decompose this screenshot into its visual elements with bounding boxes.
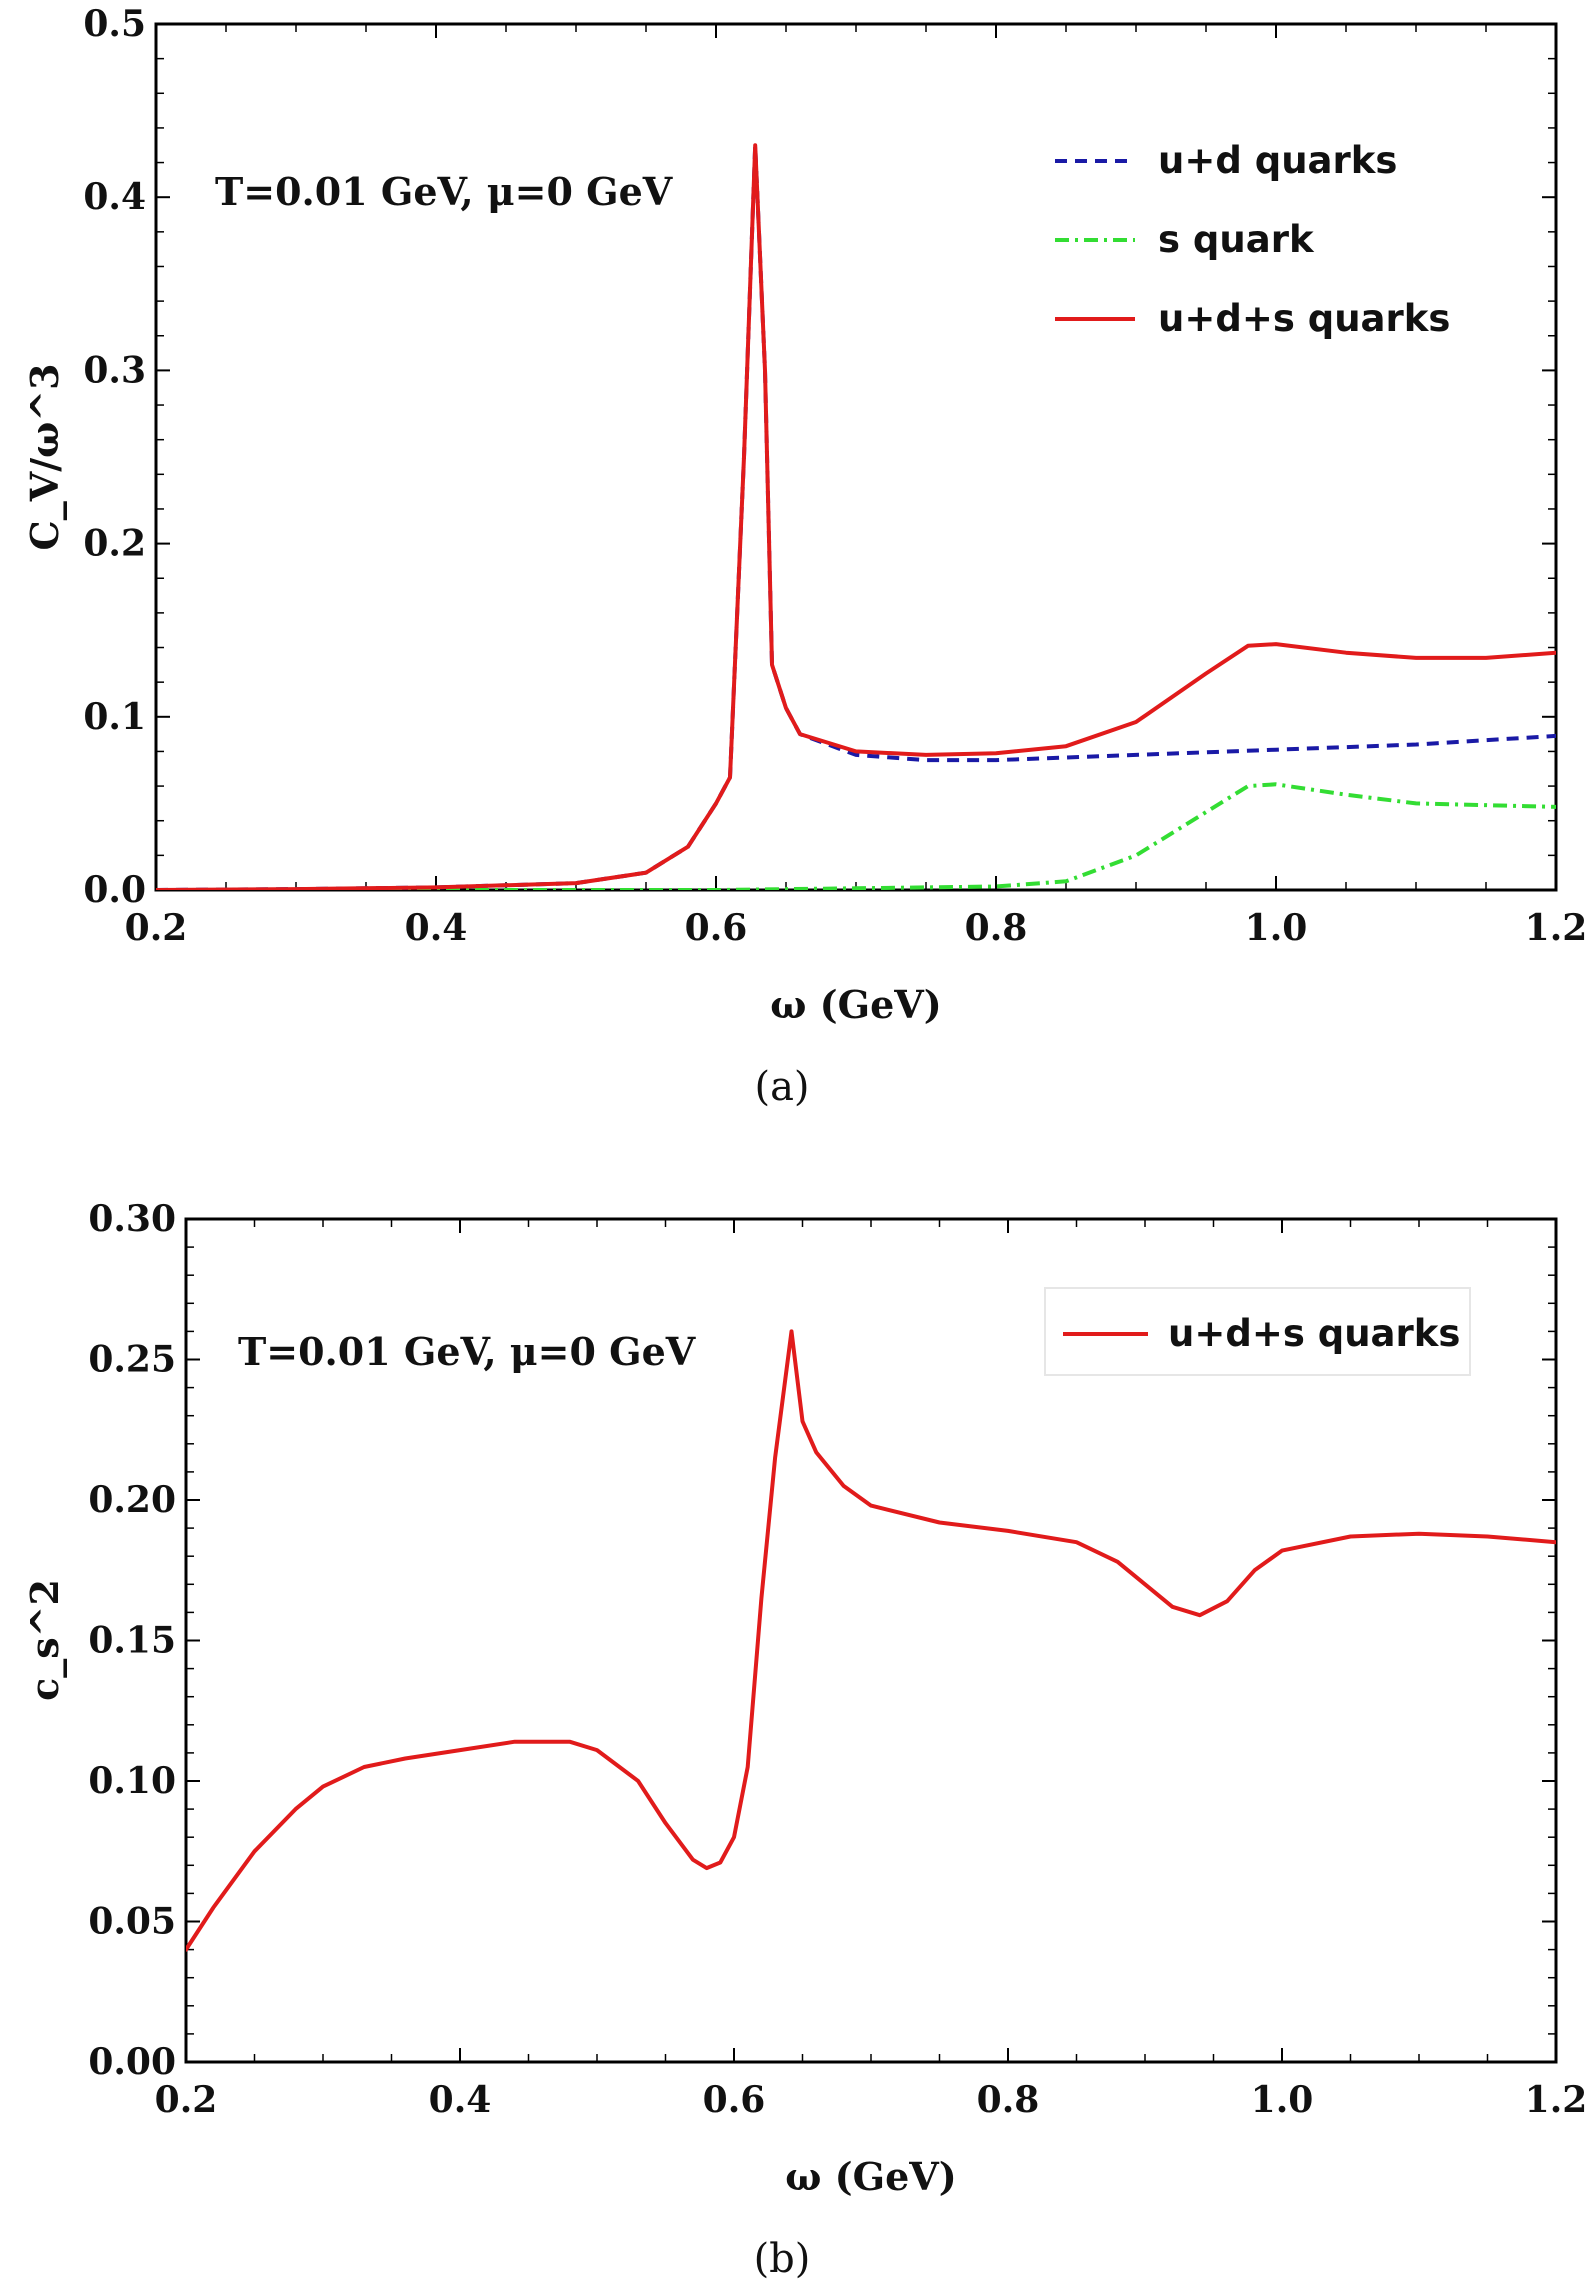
series-group-b [186, 1329, 1556, 1952]
x-tick-label: 0.2 [155, 2079, 218, 2121]
legend-box-b [1044, 1287, 1471, 1376]
chart-panel-a: 0.2 0.4 0.6 0.8 1.0 1.2 0.0 0.1 0.2 0.3 0.4 0.5 T=0… [22, 3, 1587, 1110]
y-tick-label: 0.3 [83, 349, 146, 391]
y-tick-label: 0.0 [83, 869, 146, 911]
x-tick-label: 0.8 [977, 2079, 1040, 2121]
panel-label-a: (a) [754, 1064, 809, 1110]
annotation-b: T=0.01 GeV, μ=0 GeV [238, 1329, 697, 1374]
x-tick-label: 1.0 [1251, 2079, 1314, 2121]
x-tick-label: 0.8 [965, 907, 1028, 949]
legend-label-b-uds: u+d+s quarks [1168, 1312, 1460, 1355]
y-tick-label: 0.2 [83, 523, 146, 565]
x-axis-title-b: ω (GeV) [785, 2154, 956, 2199]
series-line-a-u-d-s-quarks [156, 143, 1556, 890]
series-line-b-u-d-s-quarks [186, 1329, 1556, 1952]
chart-panel-b: 0.2 0.4 0.6 0.8 1.0 1.2 0.00 0.05 0.10 0.15 0.20 0.… [22, 1198, 1587, 2282]
legend-a: u+d quarks s quark u+d+s quarks [1055, 139, 1450, 340]
y-tick-label: 0.05 [88, 1901, 176, 1943]
y-tick-label: 0.25 [88, 1339, 176, 1381]
legend-label-ud: u+d quarks [1158, 139, 1397, 182]
legend-label-uds: u+d+s quarks [1158, 297, 1450, 340]
x-tick-label: 0.4 [405, 907, 468, 949]
x-tick-label: 1.2 [1525, 907, 1588, 949]
x-tick-label: 0.4 [429, 2079, 492, 2121]
axis-ticks-a: 0.2 0.4 0.6 0.8 1.0 1.2 0.0 0.1 0.2 0.3 0.4 0.5 [83, 3, 1587, 949]
y-axis-title-a: C_V/ω^3 [22, 363, 67, 550]
axis-ticks-b: 0.2 0.4 0.6 0.8 1.0 1.2 0.00 0.05 0.10 0.15 0.20 0.… [88, 1198, 1587, 2121]
x-tick-label: 0.2 [125, 907, 188, 949]
panel-label-b: (b) [754, 2236, 811, 2282]
y-tick-label: 0.4 [83, 176, 146, 218]
y-tick-label: 0.00 [88, 2041, 176, 2083]
y-tick-label: 0.15 [88, 1620, 176, 1662]
series-group-a [156, 143, 1556, 890]
y-tick-label: 0.10 [88, 1760, 176, 1802]
annotation-a: T=0.01 GeV, μ=0 GeV [215, 169, 674, 214]
series-line-a-s-quark [156, 782, 1556, 890]
y-tick-label: 0.1 [83, 696, 146, 738]
legend-b: u+d+s quarks [1044, 1287, 1471, 1376]
y-tick-label: 0.30 [88, 1198, 176, 1240]
x-tick-label: 0.6 [685, 907, 748, 949]
y-tick-label: 0.5 [83, 3, 146, 45]
y-axis-title-b: c_s^2 [22, 1579, 67, 1701]
x-tick-label: 1.0 [1245, 907, 1308, 949]
x-tick-label: 1.2 [1525, 2079, 1588, 2121]
y-tick-label: 0.20 [88, 1479, 176, 1521]
x-axis-title-a: ω (GeV) [770, 982, 941, 1027]
legend-label-s: s quark [1158, 218, 1315, 261]
x-tick-label: 0.6 [703, 2079, 766, 2121]
series-line-a-u-d-quarks [156, 143, 1556, 890]
